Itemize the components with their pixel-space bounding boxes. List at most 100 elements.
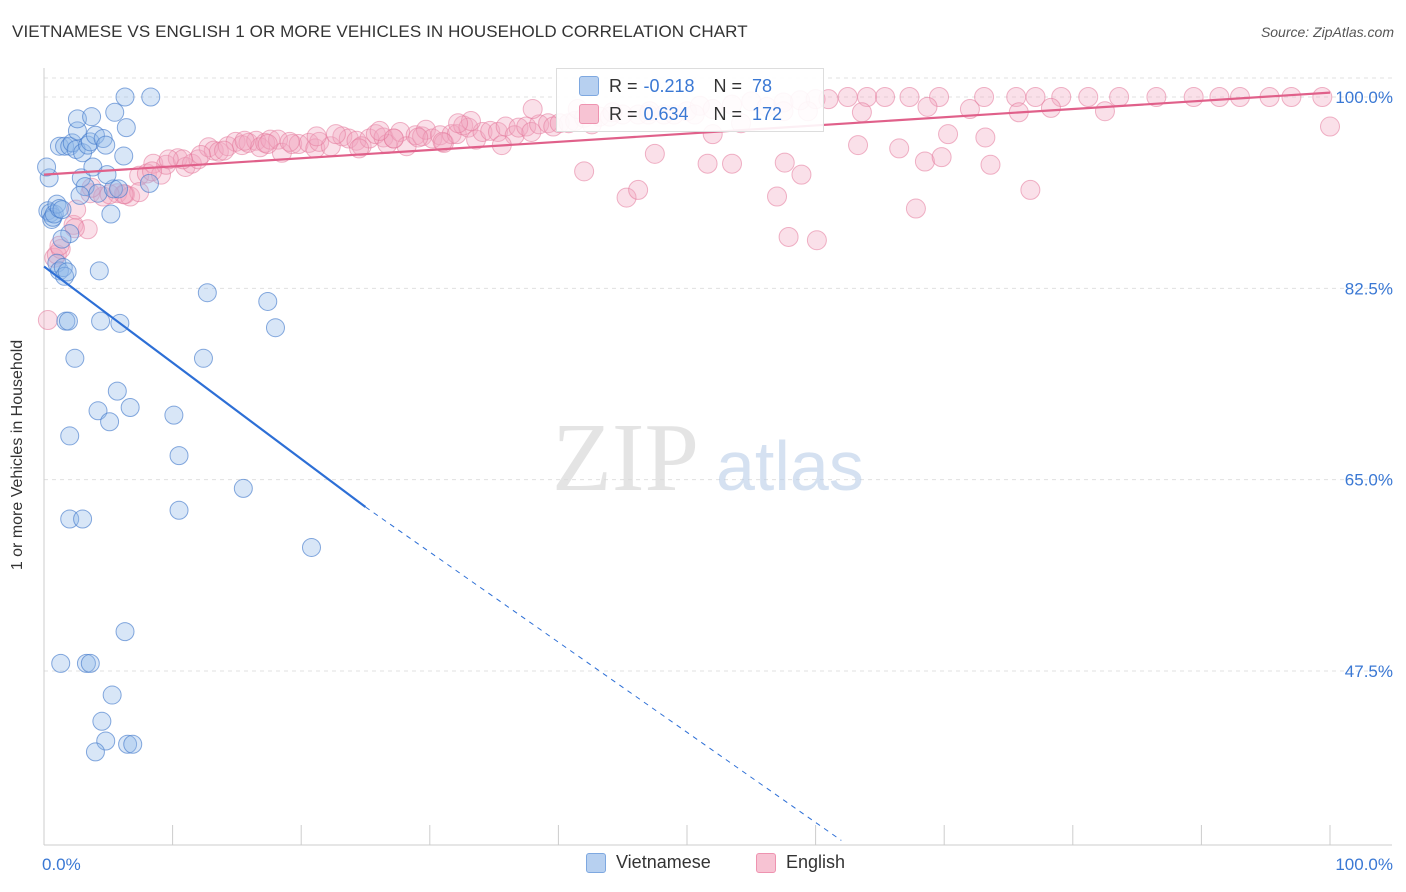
english-point-119 [851,102,872,123]
english-point-130 [460,111,481,132]
english-point-115 [959,99,980,120]
vietnamese-point-49 [197,283,217,303]
vietnamese-point-36 [105,102,125,122]
english-point-100 [974,87,995,107]
vietnamese-point-70 [92,711,112,731]
stats-row-english: R = 0.634 N = 172 [579,101,782,127]
vietnamese-point-33 [96,135,116,155]
english-point-145 [158,149,179,170]
stats-row-vietnamese: R = -0.218 N = 78 [579,73,772,99]
english-point-97 [875,87,896,107]
vietnamese-point-51 [265,318,285,338]
english-n-value: 172 [752,103,783,124]
english-point-163 [767,186,788,207]
vietnamese-point-37 [109,179,129,199]
english-swatch [579,104,599,124]
tick-labels: 100.0% 82.5% 65.0% 47.5% 0.0% 100.0% [42,88,1393,874]
vietnamese-point-28 [82,107,102,127]
vietnamese-point-75 [37,157,57,177]
english-point-148 [113,184,134,205]
vietnamese-point-50 [258,291,278,311]
vietnamese-point-43 [89,261,109,281]
english-r-value: 0.634 [643,103,689,124]
stats-legend: R = -0.218 N = 78 R = 0.634 N = 172 [556,68,824,132]
english-point-172 [1020,179,1041,200]
vietnamese-point-15 [52,229,72,249]
english-point-157 [697,153,718,174]
english-point-12 [129,165,150,186]
y-tick-label-1: 82.5% [1345,279,1393,298]
english-point-167 [931,147,952,168]
x-tick-label-1: 100.0% [1335,855,1393,874]
vietnamese-legend-swatch [586,852,606,873]
vietnamese-point-73 [118,734,138,754]
vietnamese-point-68 [80,653,100,673]
vietnamese-point-41 [141,87,161,107]
english-point-165 [889,138,910,159]
y-axis-label: 1 or more Vehicles in Household [9,339,26,571]
legend-item-vietnamese[interactable]: Vietnamese [586,852,711,873]
english-point-153 [574,161,595,182]
vietnamese-point-35 [103,179,123,199]
vietnamese-point-66 [51,653,71,673]
vietnamese-point-22 [67,109,87,129]
english-point-135 [369,120,390,141]
legend-label-english: English [786,852,846,872]
vietnamese-point-47 [91,311,111,331]
english-point-0 [37,310,58,331]
vietnamese-point-60 [233,478,253,498]
vietnamese-point-72 [85,742,105,762]
vietnamese-point-13 [57,262,77,282]
legend-item-english[interactable]: English [756,852,845,873]
vietnamese-point-34 [101,204,121,224]
x-tick-label-0: 0.0% [42,855,81,874]
english-point-150 [81,177,102,198]
vietnamese-point-58 [60,426,80,446]
vietnamese-n-value: 78 [752,75,773,96]
english-point-141 [234,130,255,151]
english-point-98 [899,87,920,107]
english-point-137 [325,124,346,145]
english-point-139 [279,131,300,152]
vietnamese-point-65 [115,622,135,642]
vietnamese-point-56 [120,398,140,418]
vietnamese-point-57 [164,405,184,425]
vietnamese-swatch [579,76,599,96]
vietnamese-trend-line [43,265,367,508]
vietnamese-point-64 [301,537,321,557]
english-point-67 [508,117,529,138]
english-point-131 [448,113,469,134]
english-point-169 [938,124,959,145]
r-label: R = [609,103,638,124]
vietnamese-point-39 [116,118,136,138]
english-point-132 [432,131,453,152]
chart-source: Source: ZipAtlas.com [1260,24,1394,40]
y-tick-label-2: 65.0% [1345,471,1393,490]
y-tick-label-3: 47.5% [1345,662,1393,681]
english-point-63 [480,120,501,141]
vietnamese-r-value: -0.218 [643,75,695,96]
n-label: N = [713,75,743,96]
vietnamese-point-40 [115,87,135,107]
vietnamese-point-69 [102,685,122,705]
trend-lines [43,91,1331,841]
english-point-161 [778,226,799,247]
vietnamese-point-74 [123,734,143,754]
english-point-156 [644,143,665,164]
english-point-138 [306,126,327,147]
vietnamese-point-42 [139,173,159,193]
english-point-142 [214,140,235,161]
vietnamese-point-45 [58,311,78,331]
english-point-158 [722,153,743,174]
english-point-104 [1078,87,1099,107]
vietnamese-point-46 [65,348,85,368]
english-point-38 [309,131,330,152]
english-point-103 [1051,87,1072,107]
english-point-111 [1281,87,1302,107]
english-point-171 [980,154,1001,175]
english-point-155 [628,179,649,200]
english-point-108 [1209,87,1230,107]
english-point-162 [806,230,827,251]
english-point-154 [616,187,637,208]
